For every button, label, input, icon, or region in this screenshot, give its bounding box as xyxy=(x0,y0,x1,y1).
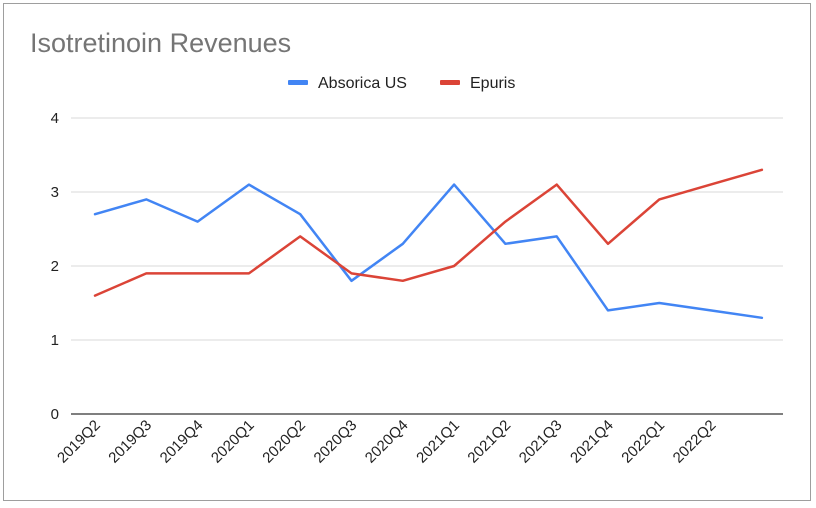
x-tick-label: 2019Q4 xyxy=(157,417,207,467)
x-tick-label: 2020Q1 xyxy=(208,417,258,467)
series-line-absorica-us xyxy=(93,183,764,320)
x-tick-label: 2020Q3 xyxy=(311,417,361,467)
legend-swatch xyxy=(288,80,308,85)
legend-label: Epuris xyxy=(470,75,515,92)
x-tick-label: 2022Q1 xyxy=(618,417,668,467)
x-tick-label: 2019Q3 xyxy=(105,417,155,467)
y-tick-label: 0 xyxy=(51,406,59,423)
y-tick-label: 3 xyxy=(51,184,59,201)
x-tick-label: 2021Q4 xyxy=(567,417,617,467)
y-axis-ticks: 0 1 2 3 4 xyxy=(51,110,59,423)
x-axis-ticks: 2019Q2 2019Q3 2019Q4 2020Q1 2020Q2 2020Q3 2020… xyxy=(54,417,719,467)
x-tick-label: 2021Q1 xyxy=(413,417,463,467)
x-tick-label: 2021Q3 xyxy=(516,417,566,467)
series-lines xyxy=(93,168,764,320)
legend: Absorica US Epuris xyxy=(288,75,515,92)
chart-title: Isotretinoin Revenues xyxy=(30,28,291,58)
series-line-epuris xyxy=(93,168,764,297)
x-tick-label: 2021Q2 xyxy=(464,417,514,467)
x-tick-label: 2020Q4 xyxy=(362,417,412,467)
x-tick-label: 2020Q2 xyxy=(259,417,309,467)
y-tick-label: 1 xyxy=(51,332,59,349)
y-tick-label: 4 xyxy=(51,110,59,127)
gridlines xyxy=(71,117,783,415)
legend-label: Absorica US xyxy=(318,75,407,92)
x-tick-label: 2019Q2 xyxy=(54,417,104,467)
y-tick-label: 2 xyxy=(51,258,59,275)
chart-frame xyxy=(3,3,811,501)
legend-swatch xyxy=(440,80,460,85)
x-tick-label: 2022Q2 xyxy=(670,417,720,467)
